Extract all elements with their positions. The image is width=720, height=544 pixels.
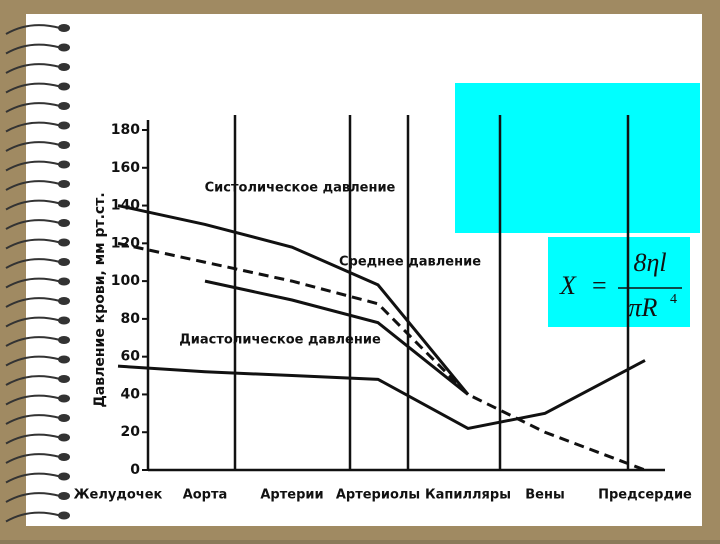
ring	[5, 453, 61, 464]
ring	[5, 511, 61, 523]
ring-hole	[58, 336, 70, 344]
y-tick-label: 100	[111, 273, 140, 289]
ring-hole	[58, 258, 70, 266]
ring	[5, 414, 61, 425]
x-tick-label: Вены	[525, 488, 564, 503]
ring	[5, 297, 61, 308]
x-tick-label: Предсердие	[598, 488, 692, 503]
x-tick-label: Артерии	[260, 488, 323, 503]
series-line	[204, 279, 469, 396]
ring	[5, 121, 61, 133]
binding-rings	[5, 24, 70, 523]
ring	[5, 82, 61, 94]
ring-hole	[58, 277, 70, 286]
ring	[5, 160, 61, 172]
ring	[5, 180, 61, 191]
ring-hole	[58, 219, 70, 227]
ring	[5, 375, 61, 386]
series-line	[117, 359, 646, 431]
ring	[5, 355, 61, 367]
ring-hole	[58, 160, 70, 169]
ring	[5, 219, 61, 230]
ring	[5, 258, 61, 269]
ring	[5, 43, 61, 55]
ring-hole	[58, 316, 70, 325]
series-line	[117, 241, 646, 472]
cyan-box	[455, 83, 700, 233]
ring-hole	[58, 394, 70, 403]
ring-hole	[58, 141, 70, 149]
formula-denominator: πR	[629, 293, 658, 322]
ring-hole	[58, 355, 70, 364]
ring	[5, 492, 61, 503]
y-tick-label: 160	[111, 160, 140, 176]
ring-hole	[58, 414, 70, 422]
y-tick-label: 20	[121, 424, 141, 440]
formula-numerator: 8ηl	[633, 248, 666, 277]
ring-hole	[58, 82, 70, 91]
x-tick-label: Аорта	[183, 488, 228, 503]
ring-hole	[58, 453, 70, 461]
series-label: Диастолическое давление	[179, 333, 381, 348]
ring-hole	[58, 43, 70, 52]
ring-hole	[58, 433, 70, 442]
ring	[5, 394, 61, 406]
ring-hole	[58, 102, 70, 110]
x-tick-label: Артериолы	[336, 488, 420, 503]
y-tick-label: 60	[121, 349, 141, 365]
formula-equals: =	[592, 271, 607, 300]
ring	[5, 433, 61, 445]
ring-hole	[58, 238, 70, 247]
formula-box	[548, 237, 690, 327]
ring	[5, 472, 61, 484]
formula: X = 8ηl πR 4	[559, 248, 682, 322]
plot	[146, 115, 665, 472]
ring-hole	[58, 492, 70, 500]
series-label: Среднее давление	[339, 255, 481, 270]
ring-hole	[58, 180, 70, 188]
y-tick-label: 180	[111, 122, 140, 138]
y-tick-label: 140	[111, 198, 140, 214]
ring-hole	[58, 472, 70, 481]
series-line	[117, 204, 470, 396]
ring-hole	[58, 297, 70, 305]
ring-hole	[58, 63, 70, 71]
ring-hole	[58, 375, 70, 383]
series-label: Систолическое давление	[205, 181, 396, 196]
ring	[5, 238, 61, 250]
y-tick-label: 120	[111, 235, 140, 251]
ring	[5, 102, 61, 113]
y-axis-label: Давление крови, мм рт.ст.	[92, 192, 108, 407]
ring-hole	[58, 121, 70, 130]
y-tick-label: 80	[121, 311, 141, 327]
ring	[5, 141, 61, 152]
ring	[5, 277, 61, 289]
y-tick-label: 40	[121, 386, 141, 402]
ring-hole	[58, 199, 70, 208]
ring	[5, 24, 61, 35]
x-tick-label: Капилляры	[425, 488, 511, 503]
ring	[5, 199, 61, 211]
y-tick-label: 0	[130, 462, 140, 478]
formula-lhs: X	[559, 271, 577, 300]
ring	[5, 336, 61, 347]
formula-exponent: 4	[670, 292, 677, 307]
x-tick-label: Желудочек	[74, 488, 163, 503]
ring	[5, 63, 61, 74]
ring-hole	[58, 24, 70, 32]
ring	[5, 316, 61, 328]
ring-hole	[58, 511, 70, 520]
